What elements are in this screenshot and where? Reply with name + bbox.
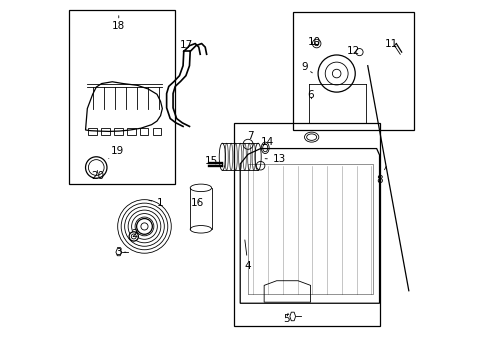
Text: 1: 1 <box>149 198 163 208</box>
Text: 6: 6 <box>306 90 313 100</box>
Text: 13: 13 <box>264 154 285 164</box>
Text: 8: 8 <box>375 166 386 185</box>
Text: 11: 11 <box>384 39 398 49</box>
Bar <box>69 10 175 184</box>
Text: 4: 4 <box>244 240 251 271</box>
Text: 20: 20 <box>91 170 103 181</box>
Text: 12: 12 <box>346 46 359 56</box>
Text: 9: 9 <box>301 63 312 73</box>
Bar <box>88 128 97 135</box>
Circle shape <box>129 232 138 241</box>
Bar <box>152 128 161 135</box>
Bar <box>127 128 135 135</box>
Text: 19: 19 <box>108 146 124 158</box>
Bar <box>140 128 148 135</box>
Circle shape <box>136 219 152 234</box>
Bar <box>101 128 110 135</box>
Bar <box>292 12 413 130</box>
Text: 18: 18 <box>112 16 125 31</box>
Text: 5: 5 <box>283 313 289 324</box>
Text: 3: 3 <box>115 247 125 257</box>
Text: 16: 16 <box>190 198 203 208</box>
Text: 2: 2 <box>131 229 138 239</box>
Text: 15: 15 <box>204 157 218 166</box>
Text: 14: 14 <box>260 137 273 147</box>
Text: 17: 17 <box>180 40 193 50</box>
Text: 7: 7 <box>247 131 253 144</box>
Text: 10: 10 <box>307 37 320 48</box>
Bar <box>114 128 122 135</box>
Bar <box>233 123 380 327</box>
